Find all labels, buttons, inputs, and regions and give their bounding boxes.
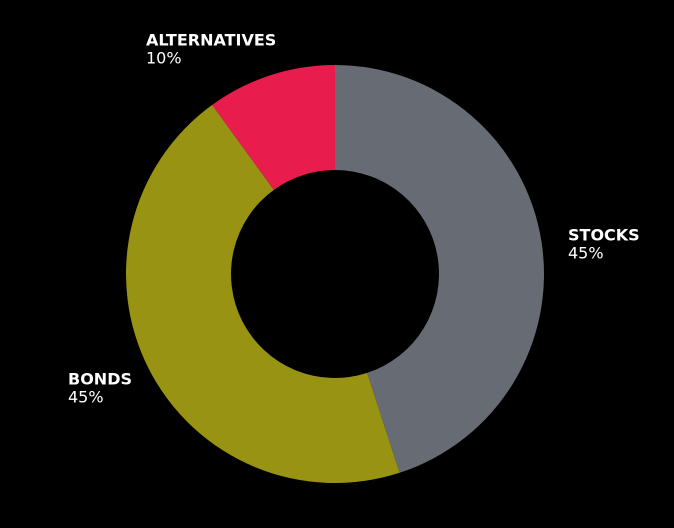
donut-slice xyxy=(335,65,544,473)
donut-slice xyxy=(212,65,335,190)
donut-slice xyxy=(126,104,400,483)
slice-label: BONDS xyxy=(68,370,132,389)
slice-value-label: 45% xyxy=(68,388,104,407)
slice-label: STOCKS xyxy=(568,226,640,245)
slice-value-label: 10% xyxy=(146,49,182,68)
slice-value-label: 45% xyxy=(568,244,604,263)
slice-label: ALTERNATIVES xyxy=(146,31,276,50)
